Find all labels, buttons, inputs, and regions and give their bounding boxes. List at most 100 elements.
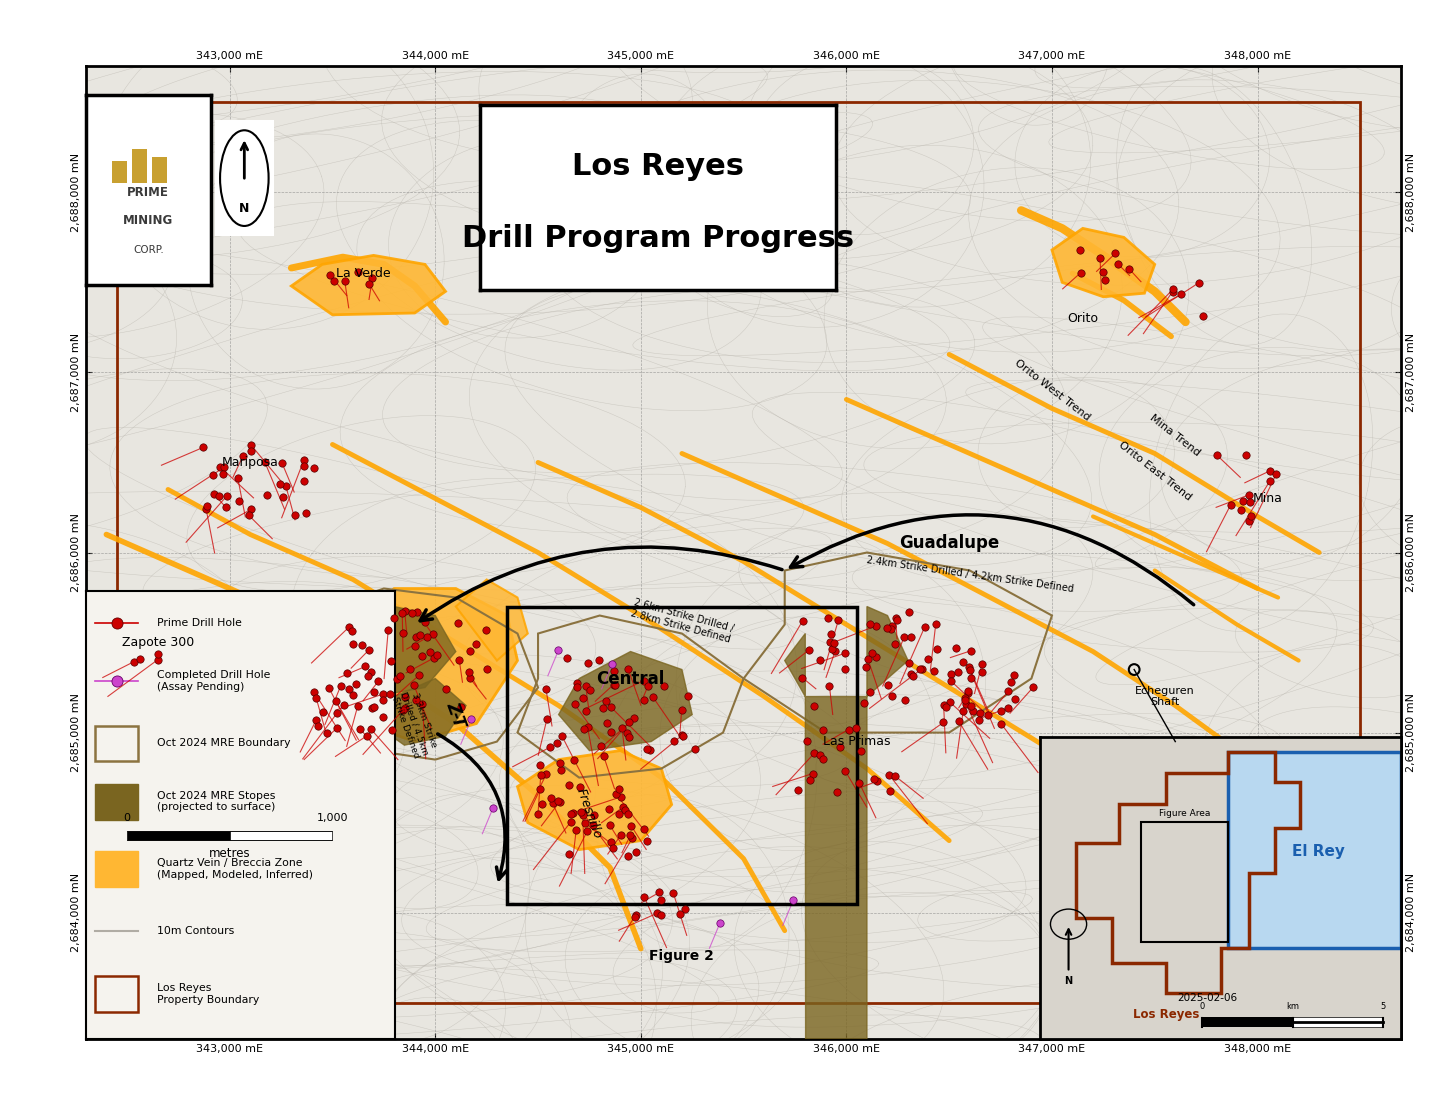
Point xyxy=(589,737,612,755)
Point xyxy=(416,628,439,645)
Polygon shape xyxy=(559,652,692,750)
Point xyxy=(576,654,599,672)
Point xyxy=(548,754,571,771)
Point xyxy=(892,629,915,646)
Point xyxy=(636,832,659,850)
Point xyxy=(639,741,662,759)
Point xyxy=(295,504,317,522)
Point xyxy=(410,648,433,665)
Point xyxy=(623,709,646,727)
Point xyxy=(573,720,596,738)
Point xyxy=(884,635,907,653)
Point xyxy=(212,465,235,483)
Point xyxy=(787,781,809,799)
Text: Central: Central xyxy=(596,670,665,687)
Point xyxy=(652,677,675,695)
Point xyxy=(546,792,569,810)
Point xyxy=(844,719,867,737)
Point xyxy=(563,695,586,713)
Point xyxy=(599,833,622,851)
Point xyxy=(379,685,402,703)
Point xyxy=(545,734,568,751)
Point xyxy=(315,724,337,741)
Point xyxy=(960,642,982,660)
Point xyxy=(526,804,549,822)
Point xyxy=(531,794,553,812)
Point xyxy=(938,694,961,712)
Point xyxy=(1258,462,1281,480)
Point xyxy=(1238,486,1261,504)
Text: Fresnillo: Fresnillo xyxy=(575,787,605,841)
Point xyxy=(855,659,878,676)
Text: Z-T: Z-T xyxy=(443,699,469,730)
Point xyxy=(192,439,214,456)
Point xyxy=(1231,493,1254,511)
Point xyxy=(802,697,825,715)
Point xyxy=(862,770,885,788)
Point xyxy=(122,653,144,671)
Point xyxy=(129,650,152,667)
Point xyxy=(968,711,991,728)
Point xyxy=(598,817,621,834)
Polygon shape xyxy=(333,589,518,741)
Point xyxy=(951,653,974,671)
Point xyxy=(240,501,263,518)
Point xyxy=(398,661,420,678)
Point xyxy=(824,642,847,660)
Point xyxy=(207,487,230,505)
Point xyxy=(393,688,416,706)
Point xyxy=(608,780,631,798)
Point xyxy=(669,905,692,923)
Point xyxy=(425,646,448,664)
Polygon shape xyxy=(456,579,528,661)
Point xyxy=(957,684,980,702)
Point xyxy=(214,487,237,505)
Point xyxy=(572,807,595,824)
Point xyxy=(269,475,292,493)
Polygon shape xyxy=(518,750,672,850)
Text: La Verde: La Verde xyxy=(336,267,390,280)
Point xyxy=(1093,263,1115,281)
Point xyxy=(898,603,921,621)
Point xyxy=(476,660,499,677)
Point xyxy=(954,692,977,709)
Point xyxy=(924,615,947,633)
Point xyxy=(322,272,345,290)
Point xyxy=(1205,446,1228,464)
Point xyxy=(619,827,642,844)
Text: Mina Trend: Mina Trend xyxy=(1148,413,1203,459)
Point xyxy=(227,493,250,511)
Point xyxy=(791,612,814,630)
Point xyxy=(1070,264,1093,282)
Point xyxy=(961,702,984,719)
Point xyxy=(852,694,875,712)
Text: Orito West Trend: Orito West Trend xyxy=(1012,358,1091,423)
Point xyxy=(865,772,888,790)
Point xyxy=(529,767,552,785)
Point xyxy=(791,669,814,686)
Point xyxy=(535,680,558,697)
Point xyxy=(834,644,857,662)
Point xyxy=(676,687,699,705)
Point xyxy=(390,604,413,622)
Point xyxy=(825,783,848,801)
Point xyxy=(818,677,841,695)
Point xyxy=(333,272,356,290)
Point xyxy=(828,738,851,756)
Point xyxy=(202,466,225,484)
Point xyxy=(899,629,922,646)
Point xyxy=(303,459,326,476)
Point xyxy=(877,676,899,694)
Point xyxy=(1070,241,1093,259)
Point xyxy=(213,459,236,476)
Point xyxy=(350,635,373,653)
Point xyxy=(146,651,169,669)
Point xyxy=(603,676,626,694)
Point xyxy=(602,663,625,681)
Point xyxy=(1088,249,1111,266)
Point xyxy=(346,697,369,715)
Point xyxy=(809,746,832,764)
Point xyxy=(837,720,859,738)
Point xyxy=(811,749,834,767)
Point xyxy=(633,692,656,709)
